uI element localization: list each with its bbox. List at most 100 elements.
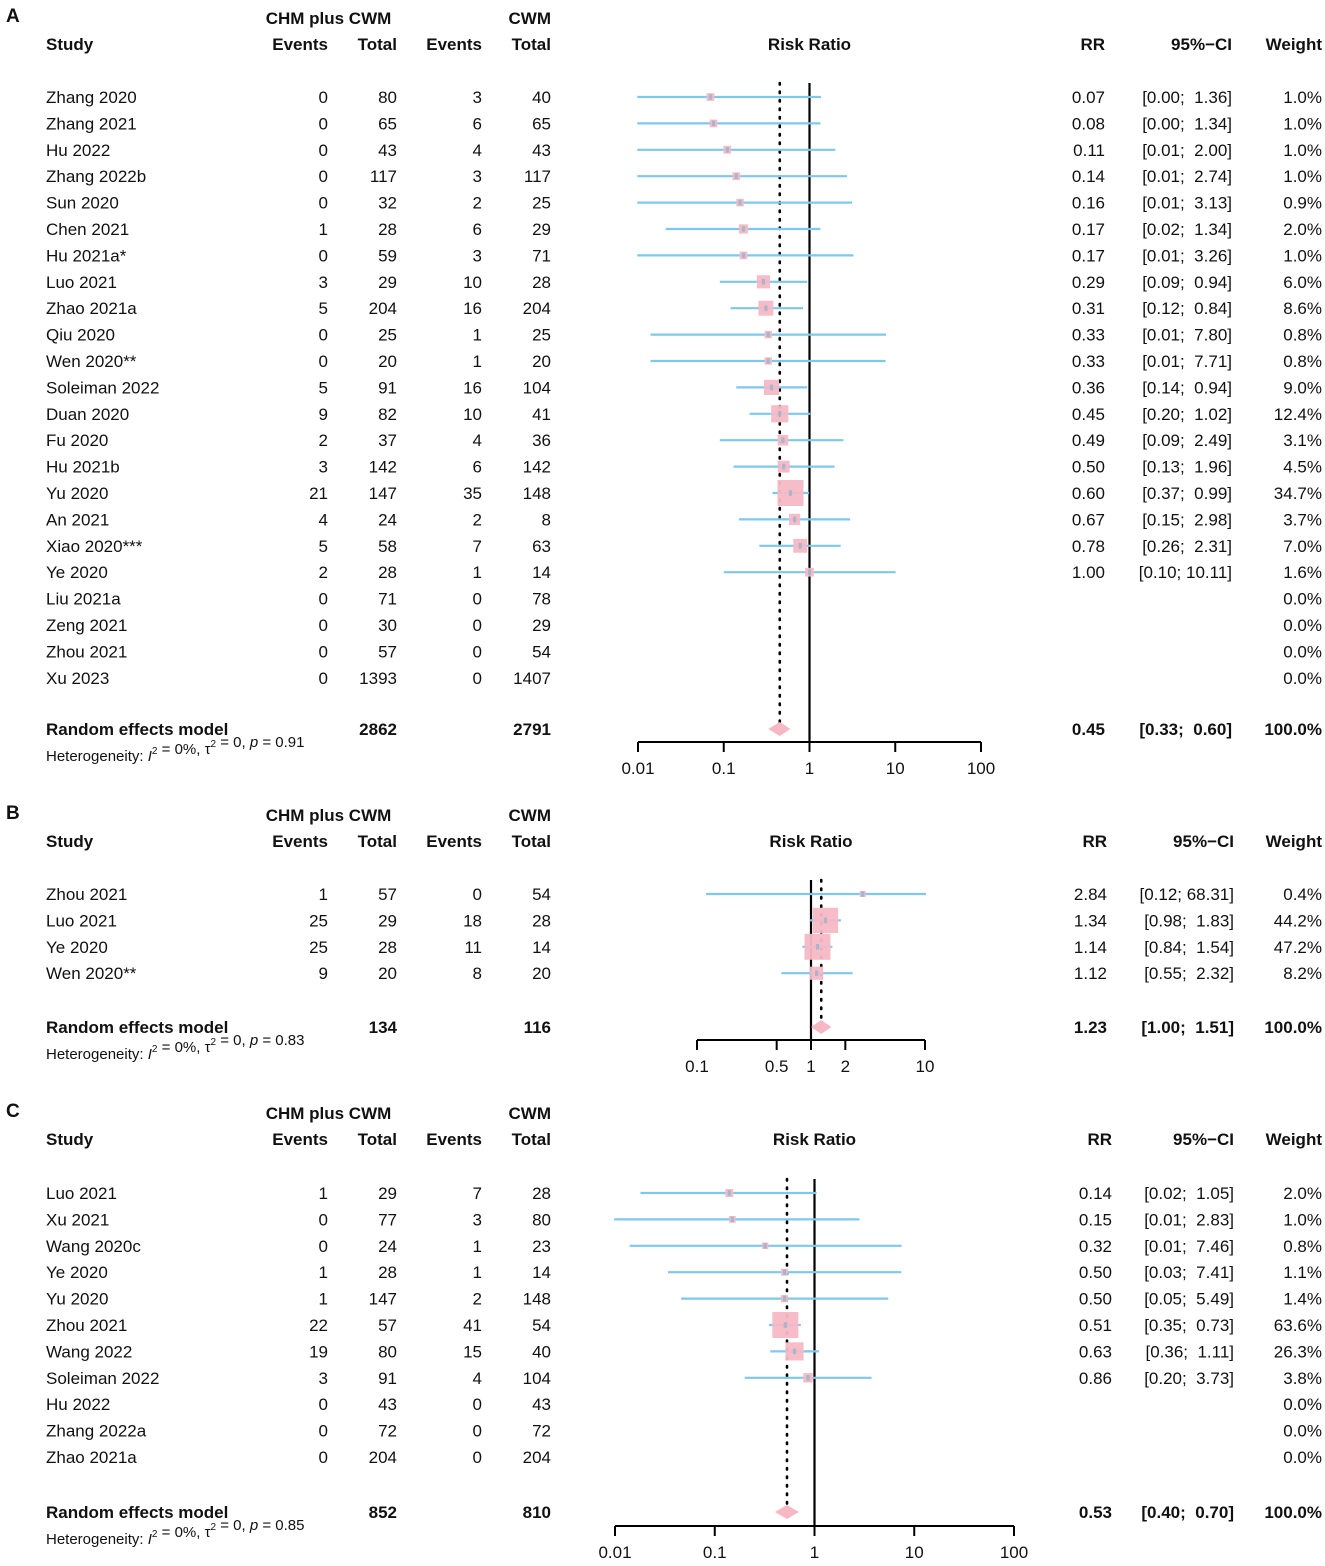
total-control: 14: [532, 563, 551, 582]
events-treatment: 4: [319, 510, 328, 529]
events-treatment: 1: [319, 885, 328, 904]
study-name: Wen 2020**: [46, 964, 137, 983]
study-row: Wen 2020** 9 20 8 20 1.12 [0.55; 2.32] 8.2%: [46, 964, 1322, 983]
events-treatment: 3: [319, 458, 328, 477]
pooled-diamond: [774, 1505, 800, 1519]
study-name: Ye 2020: [46, 938, 108, 957]
events-control: 10: [463, 405, 482, 424]
weight-value: 0.0%: [1283, 669, 1322, 688]
x-tick-label: 100: [1000, 1543, 1028, 1562]
study-name: Luo 2021: [46, 911, 117, 930]
summary-total-treatment: 2862: [359, 720, 397, 739]
study-row: Ye 2020 2 28 1 14 1.00 [0.10; 10.11] 1.6%: [46, 563, 1322, 582]
header-group-treatment: CHM plus CWM: [266, 1104, 392, 1123]
header-ci: 95%−CI: [1173, 832, 1234, 851]
weight-value: 0.0%: [1283, 642, 1322, 661]
weight-value: 12.4%: [1274, 405, 1322, 424]
events-treatment: 5: [319, 537, 328, 556]
x-tick-label: 1: [806, 1057, 815, 1076]
total-control: 117: [524, 167, 551, 186]
total-treatment: 57: [378, 885, 397, 904]
events-control: 0: [473, 885, 482, 904]
weight-value: 1.0%: [1283, 141, 1322, 160]
summary-row: Random effects model 134 116 1.23 [1.00; 1.5…: [46, 1018, 1322, 1037]
total-treatment: 57: [378, 642, 397, 661]
events-control: 2: [473, 1290, 482, 1309]
ci-value: [0.02; 1.05]: [1144, 1184, 1234, 1203]
header-study: Study: [46, 1130, 94, 1149]
events-control: 1: [473, 352, 482, 371]
events-control: 6: [473, 114, 482, 133]
heterogeneity-sq: 2: [152, 746, 158, 757]
study-name: Luo 2021: [46, 1184, 117, 1203]
weight-value: 4.5%: [1283, 458, 1322, 477]
heterogeneity-i-sym: I: [148, 748, 152, 765]
rr-value: 0.15: [1079, 1210, 1112, 1229]
pooled-diamond: [768, 722, 791, 736]
events-control: 3: [473, 246, 482, 265]
events-treatment: 9: [319, 964, 328, 983]
study-row: An 2021 4 24 2 8 0.67 [0.15; 2.98] 3.7%: [46, 510, 1322, 529]
total-treatment: 28: [378, 563, 397, 582]
point-estimate: [764, 305, 768, 311]
events-control: 15: [463, 1342, 482, 1361]
summary-label: Random effects model: [46, 1018, 228, 1037]
total-control: 40: [532, 1342, 551, 1361]
x-tick-label: 0.1: [685, 1057, 709, 1076]
study-name: Chen 2021: [46, 220, 129, 239]
total-control: 20: [532, 964, 551, 983]
summary-total-treatment: 852: [369, 1503, 397, 1522]
heterogeneity-i-sym: I: [148, 1046, 152, 1063]
total-treatment: 24: [378, 1237, 397, 1256]
ci-value: [0.03; 7.41]: [1144, 1263, 1234, 1282]
heterogeneity-i-val: = 0%,: [157, 1039, 204, 1056]
total-treatment: 117: [370, 167, 397, 186]
point-estimate: [781, 437, 785, 443]
heterogeneity-p-val: = 0.91: [258, 734, 304, 751]
total-treatment: 65: [378, 114, 397, 133]
weight-value: 44.2%: [1274, 911, 1322, 930]
total-control: 14: [532, 938, 551, 957]
header-ci: 95%−CI: [1171, 35, 1232, 54]
events-treatment: 0: [319, 246, 328, 265]
total-treatment: 59: [378, 246, 397, 265]
ci-value: [0.01; 7.71]: [1142, 352, 1232, 371]
ci-value: [0.01; 7.80]: [1142, 326, 1232, 345]
heterogeneity-text: Heterogeneity: I2 = 0%, τ2 = 0, p = 0.91: [46, 734, 305, 765]
rr-value: 1.00: [1072, 563, 1105, 582]
ci-value: [0.10; 10.11]: [1139, 563, 1232, 582]
weight-value: 7.0%: [1283, 537, 1322, 556]
weight-value: 9.0%: [1283, 378, 1322, 397]
total-treatment: 20: [378, 964, 397, 983]
weight-value: 3.8%: [1283, 1369, 1322, 1388]
study-row: Ye 2020 1 28 1 14 0.50 [0.03; 7.41] 1.1%: [46, 1263, 1322, 1282]
header-risk-ratio: Risk Ratio: [773, 1130, 856, 1149]
panel-letter: C: [6, 1101, 20, 1122]
weight-value: 2.0%: [1283, 1184, 1322, 1203]
header-events-treatment: Events: [272, 1130, 328, 1149]
weight-value: 0.0%: [1283, 1448, 1322, 1467]
events-treatment: 21: [309, 484, 328, 503]
rr-value: 1.14: [1074, 938, 1107, 957]
study-name: Zhang 2022b: [46, 167, 146, 186]
total-treatment: 1393: [359, 669, 397, 688]
ci-value: [0.15; 2.98]: [1142, 510, 1232, 529]
header-total-treatment: Total: [358, 832, 397, 851]
header-total-treatment: Total: [358, 35, 397, 54]
ci-value: [0.37; 0.99]: [1142, 484, 1232, 503]
events-control: 0: [473, 616, 482, 635]
events-treatment: 5: [319, 378, 328, 397]
total-control: 8: [542, 510, 551, 529]
study-name: Xu 2023: [46, 669, 109, 688]
header-risk-ratio: Risk Ratio: [768, 35, 851, 54]
weight-value: 1.4%: [1283, 1290, 1322, 1309]
heterogeneity-p-sym: p: [249, 734, 258, 751]
total-treatment: 71: [378, 590, 397, 609]
rr-value: 2.84: [1074, 885, 1107, 904]
x-tick-label: 0.01: [598, 1543, 631, 1562]
study-name: Xu 2021: [46, 1210, 109, 1229]
heterogeneity-tau-sym: τ: [205, 741, 211, 758]
total-control: 43: [532, 141, 551, 160]
total-treatment: 32: [378, 194, 397, 213]
ci-value: [0.12; 68.31]: [1139, 885, 1234, 904]
